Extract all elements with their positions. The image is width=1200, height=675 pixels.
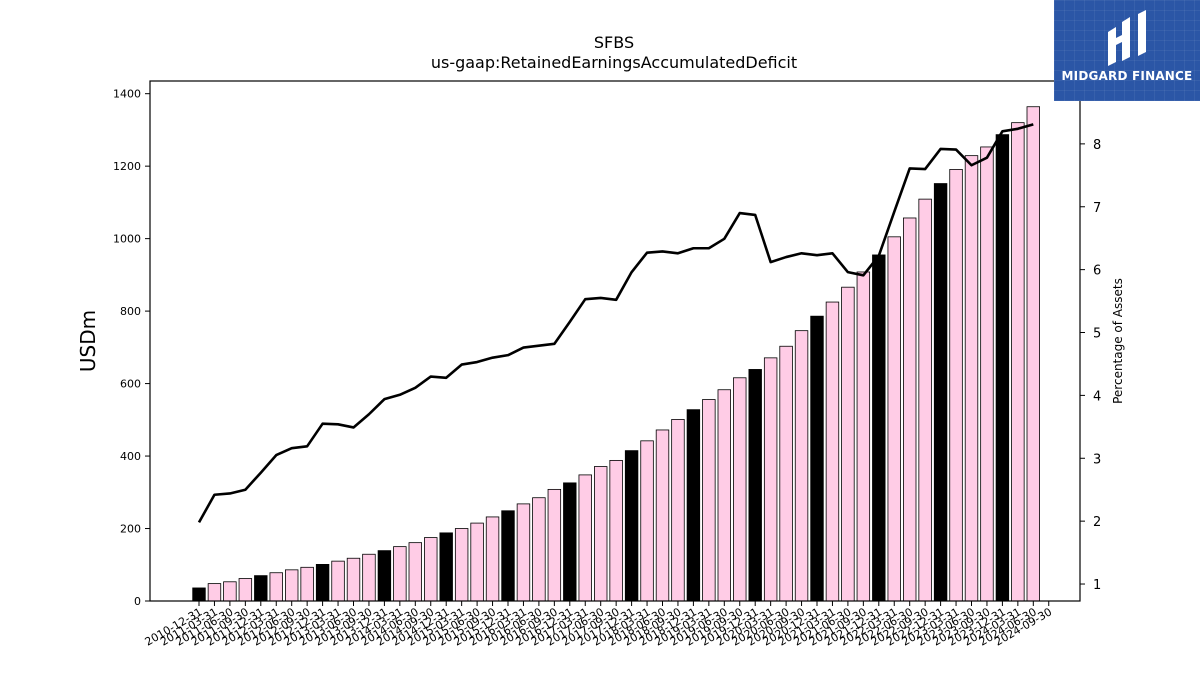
y-tick-label: 600	[120, 378, 141, 391]
bar	[377, 550, 392, 602]
y2-tick-label: 1	[1093, 578, 1101, 593]
bar	[980, 146, 994, 602]
y-tick-label: 1200	[113, 160, 141, 173]
bar	[733, 377, 747, 602]
midgard-logo-icon	[1108, 10, 1146, 66]
brand-logo: MIDGARD FINANCE	[1054, 0, 1200, 101]
bar	[485, 516, 500, 602]
bar	[207, 583, 222, 602]
bar	[547, 488, 562, 602]
bar	[995, 134, 1010, 602]
bar	[223, 581, 237, 602]
bar	[393, 546, 407, 602]
bar-series	[192, 106, 1041, 602]
bar	[269, 572, 283, 602]
bar	[872, 254, 886, 602]
y-tick-label: 1400	[113, 88, 141, 101]
bar	[192, 587, 206, 602]
bar	[655, 429, 670, 602]
bar	[408, 542, 423, 602]
bar	[346, 557, 361, 602]
bar	[856, 271, 871, 602]
y2-tick-label: 3	[1093, 452, 1101, 467]
bar	[640, 440, 654, 602]
bar	[238, 578, 253, 602]
bar	[841, 286, 855, 602]
bar	[949, 169, 963, 602]
y-axis-left: 0 200 400 600 800 1000 1200 1400	[113, 88, 150, 608]
bar	[454, 528, 469, 602]
y-tick-label: 1000	[113, 233, 141, 246]
chart-subtitle: us-gaap:RetainedEarningsAccumulatedDefic…	[431, 53, 797, 72]
bar	[903, 217, 917, 602]
bar	[779, 345, 793, 602]
y-tick-label: 0	[134, 595, 141, 608]
bar	[810, 315, 824, 602]
y-tick-label: 400	[120, 450, 141, 463]
bar	[470, 522, 484, 602]
bar	[315, 564, 330, 602]
plot-frame	[149, 80, 1081, 602]
y2-tick-label: 7	[1093, 201, 1101, 216]
x-axis: 2010-12-312011-03-312011-06-302011-09-30…	[143, 601, 1054, 649]
bar	[501, 510, 515, 602]
bar	[362, 553, 376, 602]
bar	[439, 532, 453, 602]
bar	[300, 566, 314, 602]
y2-tick-label: 8	[1093, 138, 1101, 153]
y-tick-label: 200	[120, 523, 141, 536]
bar	[686, 409, 701, 602]
bar	[748, 369, 762, 602]
brand-name: MIDGARD FINANCE	[1061, 69, 1193, 83]
bar	[594, 466, 608, 602]
bar	[1011, 122, 1025, 602]
line-path	[197, 123, 1034, 524]
y2-tick-label: 4	[1093, 389, 1101, 404]
bar	[763, 357, 778, 602]
bar	[671, 419, 685, 602]
bar	[624, 450, 639, 602]
bar	[284, 569, 299, 602]
bar	[964, 155, 979, 602]
bar	[887, 236, 901, 602]
y2-tick-label: 2	[1093, 515, 1101, 530]
line-series	[197, 123, 1034, 524]
bar	[918, 198, 932, 602]
bar	[331, 560, 345, 602]
bar	[702, 399, 716, 602]
chart-title: SFBS	[594, 33, 634, 52]
y2-tick-label: 5	[1093, 327, 1101, 342]
bar	[717, 389, 732, 602]
y-tick-label: 800	[120, 305, 141, 318]
y2-axis-label: Percentage of Assets	[1111, 278, 1125, 404]
bar	[609, 459, 623, 602]
bar	[516, 503, 531, 602]
bar	[532, 497, 546, 602]
bar	[1026, 106, 1041, 602]
bar	[933, 183, 948, 602]
bar	[254, 575, 268, 602]
y-axis-right: 1 2 3 4 5 6 7 8	[1080, 138, 1101, 593]
bar	[563, 482, 577, 602]
bar	[794, 330, 809, 602]
bar	[424, 537, 438, 602]
y-axis-label: USDm	[76, 310, 100, 372]
bar	[578, 474, 592, 602]
y2-tick-label: 6	[1093, 264, 1101, 279]
bar	[825, 301, 840, 602]
